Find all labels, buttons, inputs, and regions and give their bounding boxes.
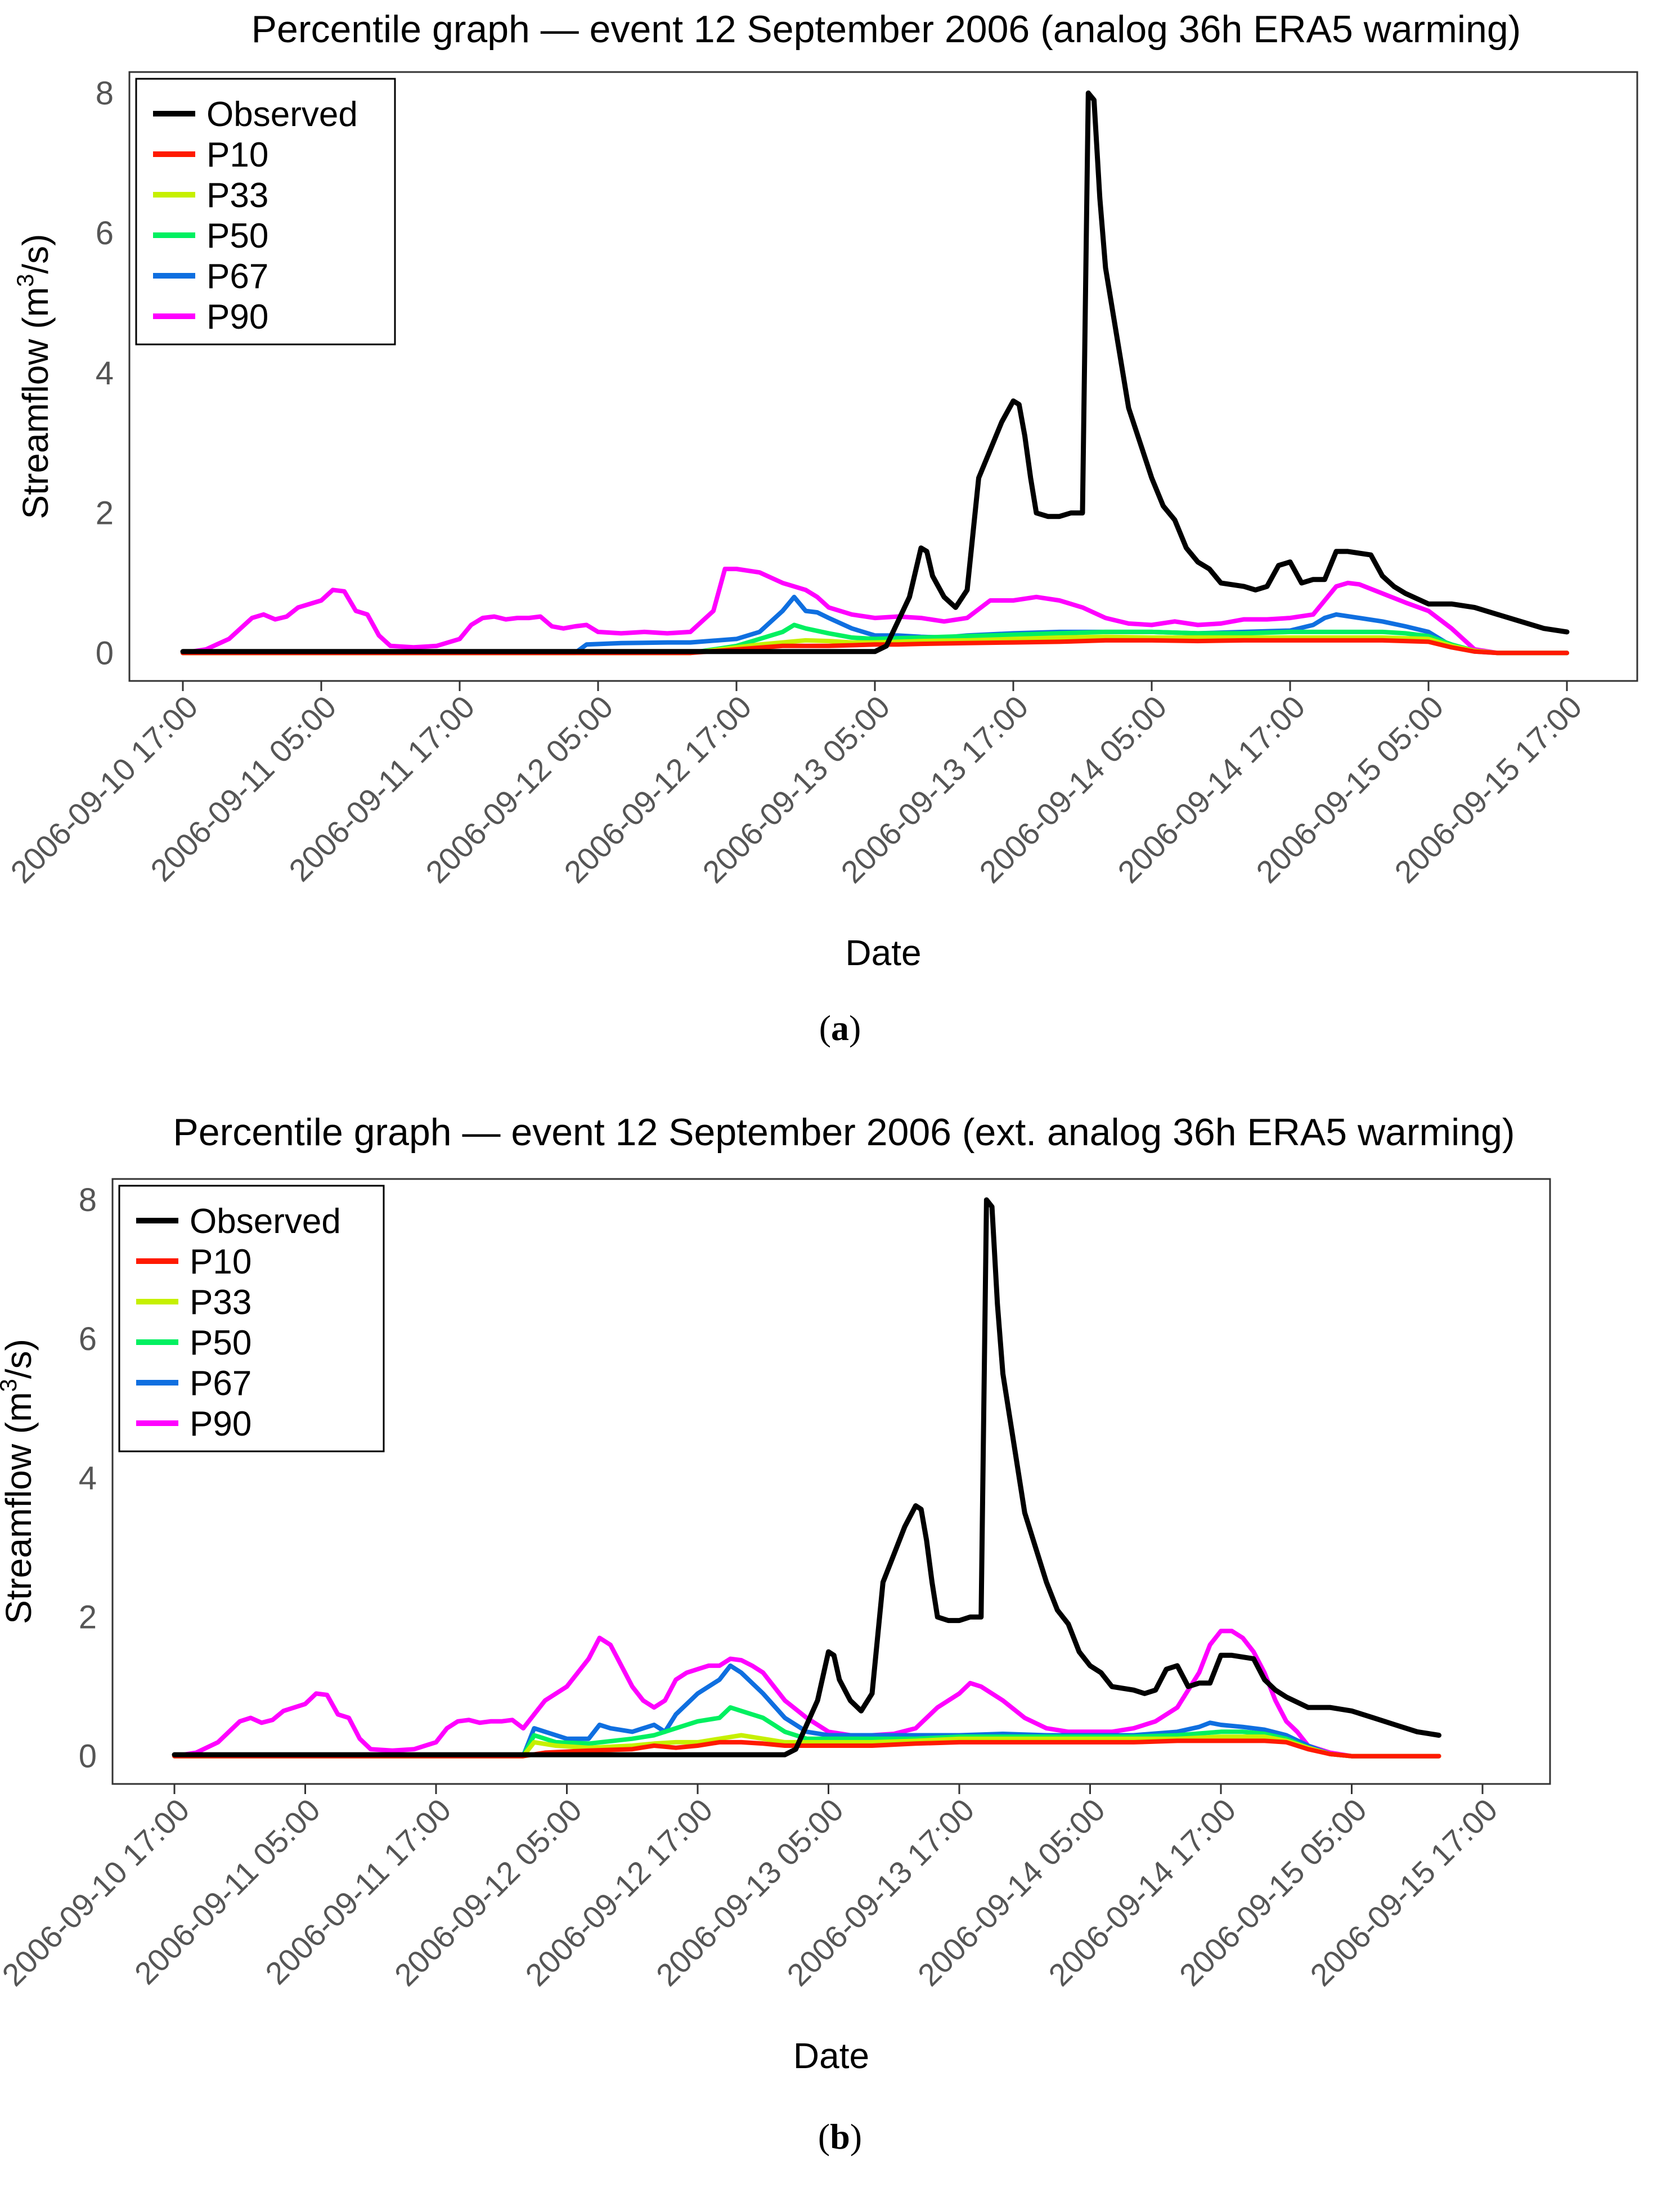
y-axis-label-base: Streamflow (m (0, 1392, 39, 1624)
caption-a-letter: a (831, 1008, 849, 1048)
caption-b: (b) (817, 2117, 863, 2156)
series-line-p33 (181, 634, 1569, 656)
y-axis-label-sup: 3 (12, 274, 38, 287)
y-axis-label-base: Streamflow (m (15, 287, 56, 519)
legend-label-p90: P90 (190, 1405, 251, 1443)
legend-label-p50: P50 (190, 1324, 251, 1362)
y-tick-label: 2 (96, 495, 114, 532)
legend-label-p67: P67 (190, 1364, 251, 1403)
legend-label-observed: Observed (190, 1202, 341, 1241)
y-axis-label-tail: /s) (0, 1339, 39, 1379)
series-line-p90 (172, 1629, 1441, 1759)
plot-frame (128, 71, 1638, 682)
chart-panel-b: Percentile graph — event 12 September 20… (0, 1111, 1551, 2076)
y-axis-label: Streamflow (m3/s) (12, 234, 56, 519)
series-line-p10 (181, 638, 1569, 656)
y-tick-label: 2 (79, 1599, 97, 1635)
legend-label-p50: P50 (206, 217, 268, 255)
x-axis-label: Date (793, 2035, 869, 2076)
series-line-observed (172, 1197, 1441, 1757)
series-line-p67 (172, 1663, 1441, 1759)
legend-label-observed: Observed (206, 95, 358, 134)
plot-frame (111, 1178, 1551, 1785)
y-tick-label: 4 (79, 1460, 97, 1496)
y-axis-label-tail: /s) (15, 234, 56, 274)
caption-b-letter: b (830, 2117, 850, 2156)
legend-label-p33: P33 (206, 176, 268, 215)
legend-label-p10: P10 (206, 136, 268, 174)
series-line-observed (180, 90, 1570, 654)
legend-label-p33: P33 (190, 1283, 251, 1322)
x-axis-label: Date (845, 932, 921, 973)
legend-label-p10: P10 (190, 1243, 251, 1281)
y-tick-label: 0 (96, 635, 114, 671)
legend-box (118, 1185, 385, 1452)
y-tick-label: 4 (96, 355, 114, 392)
series-line-p50 (181, 622, 1569, 656)
legend-box (135, 78, 396, 346)
caption-a: (a) (819, 1008, 861, 1048)
series-line-p50 (172, 1705, 1441, 1759)
y-axis-label: Streamflow (m3/s) (0, 1339, 39, 1624)
y-tick-label: 6 (79, 1321, 97, 1357)
chart-panel-a: Percentile graph — event 12 September 20… (3, 8, 1638, 973)
series-line-p33 (172, 1733, 1441, 1759)
chart-title: Percentile graph — event 12 September 20… (251, 8, 1521, 51)
y-tick-label: 8 (79, 1182, 97, 1218)
legend-label-p67: P67 (206, 257, 268, 296)
legend-label-p90: P90 (206, 298, 268, 337)
y-axis-label-sup: 3 (0, 1379, 21, 1392)
y-tick-label: 6 (96, 215, 114, 252)
y-tick-label: 8 (96, 75, 114, 111)
chart-title: Percentile graph — event 12 September 20… (173, 1111, 1515, 1154)
series-line-p90 (181, 567, 1569, 656)
series-line-p10 (172, 1738, 1441, 1759)
y-tick-label: 0 (79, 1738, 97, 1775)
